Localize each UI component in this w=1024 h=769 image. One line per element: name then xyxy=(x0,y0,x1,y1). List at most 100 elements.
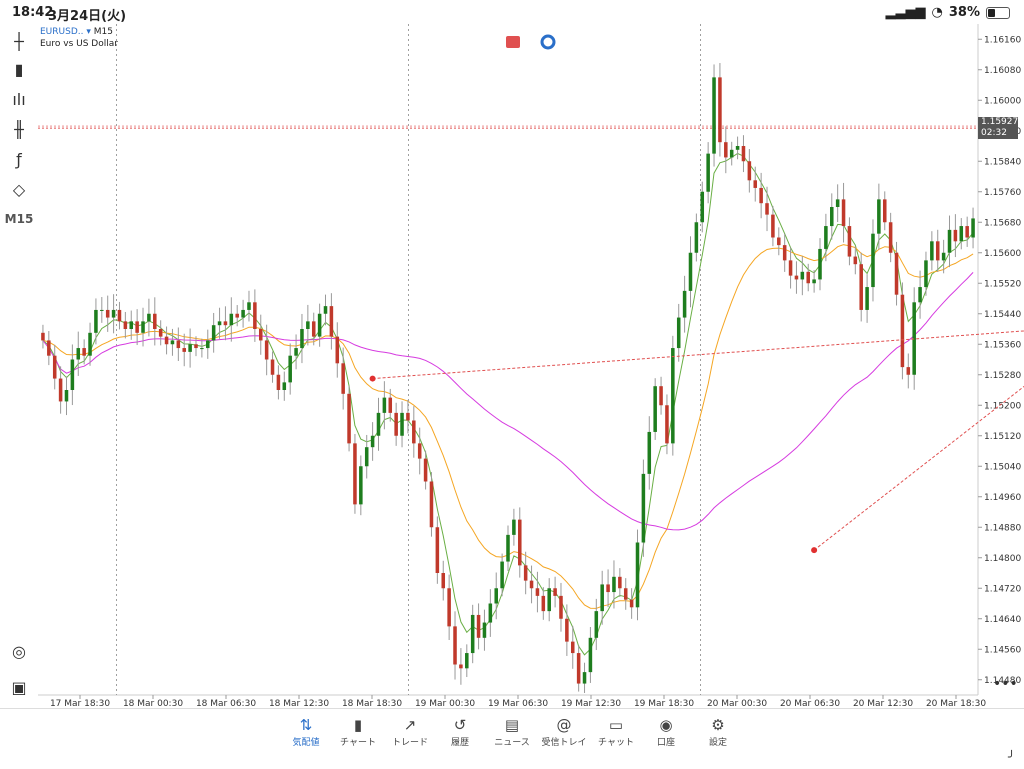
candle-body xyxy=(359,466,363,505)
candle-body xyxy=(429,481,434,528)
candle-body xyxy=(194,344,198,349)
candle-body xyxy=(888,222,893,253)
home-indicator-icon: ╯ xyxy=(1008,750,1016,764)
symbol-info[interactable]: EURUSD.. ▾ M15 Euro vs US Dollar xyxy=(40,26,118,50)
candle-body xyxy=(317,313,322,337)
candle-body xyxy=(423,458,428,482)
dropdown-arrow-icon[interactable]: ▾ xyxy=(86,27,91,37)
candle-body xyxy=(618,576,622,589)
nav-news[interactable]: ▤ ニュース xyxy=(486,715,538,748)
y-tick-label: 1.14480 xyxy=(984,676,1021,686)
candle-body xyxy=(264,340,269,360)
candle-body xyxy=(653,386,657,432)
candle-body xyxy=(712,77,716,154)
candle-body xyxy=(588,637,593,673)
candle-body xyxy=(88,332,92,356)
indicators-icon[interactable]: ılı xyxy=(12,89,26,109)
candle-body xyxy=(777,237,781,246)
candle-body xyxy=(482,622,487,638)
candlestick-icon[interactable]: ▮ xyxy=(14,59,24,79)
nav-trade[interactable]: ↗ トレード xyxy=(384,715,436,748)
candle-body xyxy=(647,431,652,474)
candle-body xyxy=(682,290,687,318)
y-tick-label: 1.15280 xyxy=(984,371,1021,381)
candle-body xyxy=(506,534,510,562)
candle-body xyxy=(706,153,710,192)
nav-chart[interactable]: ▮ チャート xyxy=(332,715,384,748)
candle-body xyxy=(930,241,934,261)
chat-icon: ▭ xyxy=(608,716,624,734)
candle-body xyxy=(688,252,693,291)
candle-body xyxy=(70,359,75,390)
sliders-icon[interactable]: ╫ xyxy=(14,119,24,139)
nav-chat[interactable]: ▭ チャット xyxy=(590,715,642,748)
function-icon[interactable]: ƒ xyxy=(16,149,22,169)
candle-body xyxy=(253,302,257,329)
trade-app-icon[interactable]: ▣ xyxy=(11,677,27,697)
candle-body xyxy=(129,321,134,329)
candle-body xyxy=(700,191,705,223)
candle-body xyxy=(94,309,98,333)
candle-body xyxy=(859,264,863,310)
crosshair-icon[interactable]: ┼ xyxy=(14,31,24,51)
objects-icon[interactable]: ◇ xyxy=(12,179,26,199)
candle-body xyxy=(488,603,493,623)
nav-account[interactable]: ◉ 口座 xyxy=(640,715,692,748)
candle-body xyxy=(211,325,216,341)
candle-body xyxy=(606,584,610,593)
status-time: 18:42 xyxy=(12,5,54,20)
candle-body xyxy=(694,222,699,253)
trend-analysis-icon[interactable]: ◎ xyxy=(12,641,26,661)
candle-body xyxy=(953,229,958,242)
candle-body xyxy=(741,146,746,162)
candle-body xyxy=(547,588,551,612)
chart-icon: ▮ xyxy=(353,716,363,734)
candle-body xyxy=(247,302,251,310)
candle-body xyxy=(523,565,528,581)
nav-quotes[interactable]: ⇅ 気配値 xyxy=(280,715,332,748)
candle-body xyxy=(559,595,563,619)
candle-body xyxy=(282,382,287,390)
candle-body xyxy=(412,420,416,444)
nav-settings[interactable]: ⚙ 設定 xyxy=(692,715,744,748)
signal-toggle-icon xyxy=(540,34,556,50)
candle-body xyxy=(635,542,640,608)
candle-body xyxy=(447,588,451,627)
candle-body xyxy=(64,390,69,402)
y-tick-label: 1.15200 xyxy=(984,401,1021,411)
left-toolbar: ┼ ▮ ılı ╫ ƒ ◇ M15 ◎ ▣ xyxy=(0,24,38,709)
candle-body xyxy=(665,405,669,444)
x-tick-label: 19 Mar 00:30 xyxy=(415,699,475,708)
candle-body xyxy=(453,626,457,665)
nav-history[interactable]: ↺ 履歴 xyxy=(434,715,486,748)
settings-icon: ⚙ xyxy=(711,716,725,734)
y-tick-label: 1.15760 xyxy=(984,188,1021,198)
candle-body xyxy=(676,317,681,349)
price-chart[interactable]: 1.161601.160801.160001.159201.158401.157… xyxy=(0,0,1024,708)
candle-body xyxy=(135,321,139,333)
candle-body xyxy=(206,340,210,349)
x-tick-label: 18 Mar 12:30 xyxy=(269,699,329,708)
symbol-timeframe: M15 xyxy=(93,27,113,37)
ma-line xyxy=(42,272,974,531)
candle-body xyxy=(300,329,304,349)
candle-body xyxy=(41,332,45,341)
x-tick-label: 18 Mar 18:30 xyxy=(342,699,402,708)
candle-body xyxy=(947,229,952,253)
candle-body xyxy=(82,348,86,356)
timeframe-button[interactable]: M15 xyxy=(4,212,34,226)
y-tick-label: 1.15360 xyxy=(984,340,1021,350)
candle-body xyxy=(311,321,316,337)
candle-body xyxy=(882,199,887,223)
nav-inbox[interactable]: @ 受信トレイ xyxy=(538,715,590,748)
candle-body xyxy=(370,435,375,448)
candle-body xyxy=(906,367,911,375)
more-options-icon[interactable]: ••• xyxy=(993,676,1018,692)
candle-body xyxy=(270,359,275,375)
inbox-icon: @ xyxy=(556,716,572,734)
candle-body xyxy=(541,595,546,612)
symbol-name[interactable]: EURUSD.. xyxy=(40,27,84,37)
candle-body xyxy=(435,527,440,573)
candle-body xyxy=(830,207,834,227)
y-tick-label: 1.14720 xyxy=(984,584,1021,594)
